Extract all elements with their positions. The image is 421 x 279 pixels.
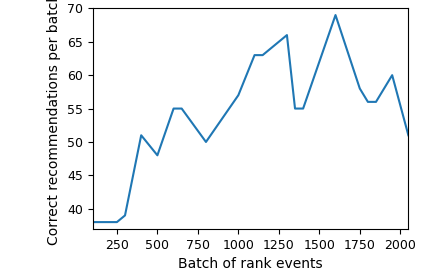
X-axis label: Batch of rank events: Batch of rank events [178, 257, 323, 271]
Y-axis label: Correct recommendations per batch: Correct recommendations per batch [47, 0, 61, 245]
